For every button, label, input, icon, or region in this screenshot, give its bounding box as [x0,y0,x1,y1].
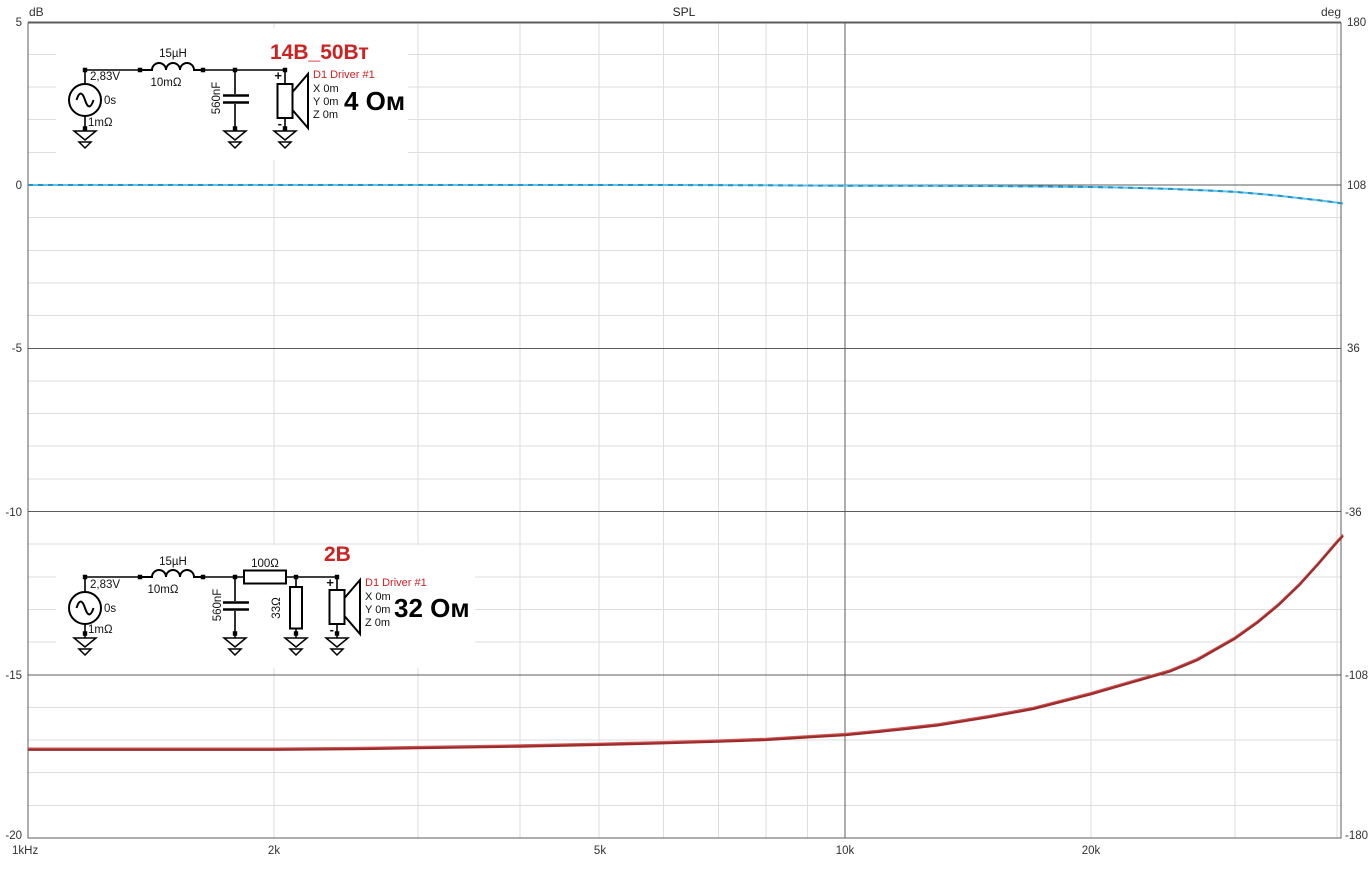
curves [28,184,1344,751]
source-voltage-label: 2,83V [90,71,120,83]
right-tick-36: 36 [1347,343,1360,355]
right-tick-108: 108 [1347,180,1366,192]
left-tick--15: -15 [5,670,22,682]
inductor-symbol [138,62,205,71]
left-tick--10: -10 [5,507,22,519]
left-tick--20: -20 [5,830,22,842]
right-tick-180: 180 [1347,17,1366,29]
capacitor-symbol [223,601,249,611]
capacitor-value-label: 560nF [211,82,223,115]
shunt-resistor-symbol [289,586,303,630]
plot-border [27,22,1342,839]
source-voltage-label: 2,83V [90,579,120,591]
driver-x-label: X 0m [365,591,391,603]
curve-driver-32ohm [28,535,1344,751]
inductor-resistance-label: 10mΩ [148,584,179,596]
driver-y-label: Y 0m [365,604,390,616]
circuit-top-title: 14В_50Вт [270,41,369,64]
impedance-label-4ohm: 4 Ом [344,86,405,116]
circuit-bottom-title: 2В [324,543,351,566]
source-delay-label: 0s [104,95,116,107]
x-tick-20k: 20k [1082,845,1101,857]
driver-name-label: D1 Driver #1 [313,69,375,81]
x-tick-2k: 2k [268,845,280,857]
circuit-bottom: 2В 2,83V 0s 1mΩ 15µH 10mΩ 560nF 100Ω 33Ω… [56,543,475,668]
right-tick--108: -108 [1345,670,1368,682]
x-tick-10k: 10k [836,845,855,857]
series-resistor-symbol [243,569,287,585]
left-tick-0: 0 [16,180,22,192]
x-tick-5k: 5k [594,845,606,857]
capacitor-symbol [223,94,249,104]
source-resistance-label: 1mΩ [88,624,113,636]
shunt-resistor-label: 33Ω [271,597,283,619]
driver-x-label: X 0m [313,83,339,95]
x-tick-1khz: 1kHz [12,845,38,857]
left-tick--5: -5 [12,343,22,355]
gridlines [28,21,1341,839]
speaker-cone-icon [291,71,309,131]
speaker-magnet [328,589,346,625]
curve-driver-4ohm-base [28,184,1344,205]
source-resistance-label: 1mΩ [88,117,113,129]
circuit-bottom-background [56,545,475,668]
driver-z-label: Z 0m [365,617,390,629]
right-axis-unit: deg [1321,5,1341,19]
capacitor-value-label: 560nF [212,589,224,622]
left-axis-unit: dB [29,5,44,19]
axis-labels: dB SPL deg 5 0 -5 -10 -15 -20 180 108 36… [5,5,1368,857]
inductor-symbol [140,569,205,578]
speaker-plus-label: + [274,68,282,83]
sine-icon [75,600,95,616]
series-resistor-label: 100Ω [251,558,279,570]
source-delay-label: 0s [104,603,116,615]
speaker-minus-label: - [330,622,334,637]
inductor-value-label: 15µH [159,556,187,568]
impedance-label-32ohm: 32 Ом [394,593,470,623]
speaker-magnet [276,83,294,119]
driver-name-label: D1 Driver #1 [365,577,427,589]
chart-title: SPL [673,5,696,19]
circuit-top-wires [84,69,286,131]
circuit-top: 14В_50Вт 2,83V 0s 1mΩ 15µH 10mΩ 560nF + … [56,28,408,160]
speaker-plus-label: + [326,575,334,590]
left-tick-5: 5 [16,17,22,29]
inductor-resistance-label: 10mΩ [151,77,182,89]
driver-y-label: Y 0m [313,96,338,108]
inductor-value-label: 15µH [159,48,187,60]
speaker-minus-label: - [278,116,282,131]
right-tick--180: -180 [1345,830,1368,842]
sine-icon [75,92,95,108]
right-tick--36: -36 [1345,507,1362,519]
speaker-cone-icon [343,577,361,637]
driver-z-label: Z 0m [313,109,338,121]
